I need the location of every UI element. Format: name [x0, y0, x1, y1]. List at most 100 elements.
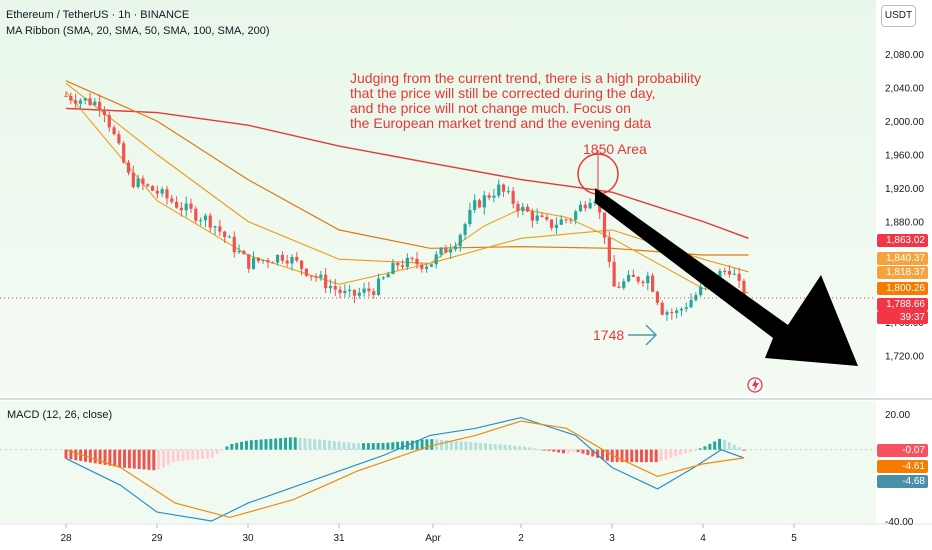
candle-body: [588, 202, 592, 209]
candle: [463, 222, 467, 240]
macd-histogram-bar: [674, 449, 678, 457]
macd-histogram-bar: [118, 449, 122, 468]
candle-body: [675, 310, 679, 313]
macd-histogram-bar: [186, 449, 190, 461]
price-tick: 2,040.00: [885, 84, 924, 95]
candle: [338, 285, 342, 299]
macd-histogram-bar: [698, 448, 702, 450]
candle: [126, 159, 131, 176]
candle: [559, 215, 563, 226]
macd-histogram-bar: [264, 439, 268, 450]
macd-histogram-bar: [566, 449, 570, 454]
macd-histogram-bar: [640, 449, 644, 463]
candle-body: [434, 254, 438, 265]
price-tag: 1,863.02: [877, 234, 928, 247]
candle-body: [492, 195, 496, 198]
candle: [150, 185, 155, 192]
candle: [256, 257, 260, 264]
candle-body: [665, 312, 669, 315]
candle-body: [497, 184, 501, 196]
candle: [521, 202, 525, 216]
currency-button[interactable]: USDT: [881, 5, 916, 27]
time-axis-label: 2: [518, 533, 524, 544]
candle-body: [285, 260, 289, 264]
macd-histogram-bar: [444, 440, 448, 450]
candle: [285, 255, 289, 267]
candle: [237, 244, 241, 254]
candle: [439, 247, 443, 258]
macd-histogram-bar: [352, 442, 356, 450]
candle: [98, 94, 102, 117]
macd-histogram-bar: [254, 439, 258, 450]
macd-histogram-bar: [318, 439, 322, 450]
macd-histogram-bar: [69, 449, 73, 460]
forecast-arrow: [595, 188, 858, 366]
candle: [622, 278, 626, 291]
candle-body: [612, 261, 616, 287]
macd-histogram-bar: [391, 442, 395, 450]
macd-histogram-bar: [503, 444, 507, 450]
macd-histogram-bar: [425, 439, 429, 450]
candle: [429, 264, 434, 268]
macd-histogram-bar: [669, 449, 673, 458]
candle: [492, 188, 496, 203]
macd-histogram-bar: [742, 449, 746, 451]
macd-histogram-bar: [244, 440, 248, 450]
candle-body: [699, 286, 703, 296]
candle: [694, 291, 698, 302]
note-line: and the price will not change much. Focu…: [350, 100, 631, 116]
macd-histogram-bar: [191, 449, 195, 460]
candle: [280, 251, 284, 264]
macd-histogram-bar: [542, 449, 546, 451]
candle: [588, 198, 592, 210]
candle-body: [626, 274, 631, 282]
macd-histogram-bar: [532, 448, 536, 450]
macd-tick: -40.00: [885, 517, 914, 528]
candle: [93, 98, 97, 107]
candle-body: [324, 274, 328, 289]
candle: [626, 270, 631, 283]
candle-body: [420, 264, 424, 269]
candle: [396, 261, 400, 271]
candle: [699, 281, 703, 297]
candle-body: [386, 274, 390, 278]
candle: [675, 307, 679, 319]
macd-histogram-bar: [410, 440, 414, 450]
candle-body: [535, 215, 539, 221]
macd-tag: -4.68: [877, 475, 928, 488]
candle-body: [179, 207, 183, 211]
candle: [343, 284, 347, 298]
macd-histogram-bar: [713, 441, 717, 450]
macd-histogram-bar: [171, 449, 175, 463]
candle-body: [516, 203, 520, 212]
candle-body: [203, 215, 208, 221]
candle-body: [458, 234, 462, 247]
candle-body: [405, 257, 409, 267]
candle: [74, 93, 78, 109]
macd-histogram-bar: [469, 442, 473, 450]
candle: [199, 217, 203, 226]
macd-histogram-bar: [483, 443, 487, 450]
candle-body: [280, 254, 284, 261]
candle: [607, 231, 611, 268]
candle-body: [367, 288, 371, 292]
macd-histogram-bar: [596, 449, 600, 458]
macd-histogram-bar: [127, 449, 131, 469]
candle: [174, 196, 179, 209]
macd-histogram-bar: [581, 449, 585, 454]
macd-histogram-bar: [454, 441, 458, 450]
candle-body: [184, 203, 188, 211]
macd-histogram-bar: [561, 449, 565, 454]
macd-histogram-bar: [386, 442, 390, 450]
note-line: the European market trend and the evenin…: [350, 115, 652, 131]
macd-histogram-bar: [74, 449, 78, 461]
candle-body: [319, 274, 323, 278]
macd-histogram-bar: [537, 449, 541, 451]
candle-body: [718, 270, 722, 281]
candle: [545, 214, 549, 222]
candle: [487, 192, 491, 201]
macd-histogram-bar: [601, 449, 605, 460]
macd-histogram-bar: [464, 441, 468, 450]
